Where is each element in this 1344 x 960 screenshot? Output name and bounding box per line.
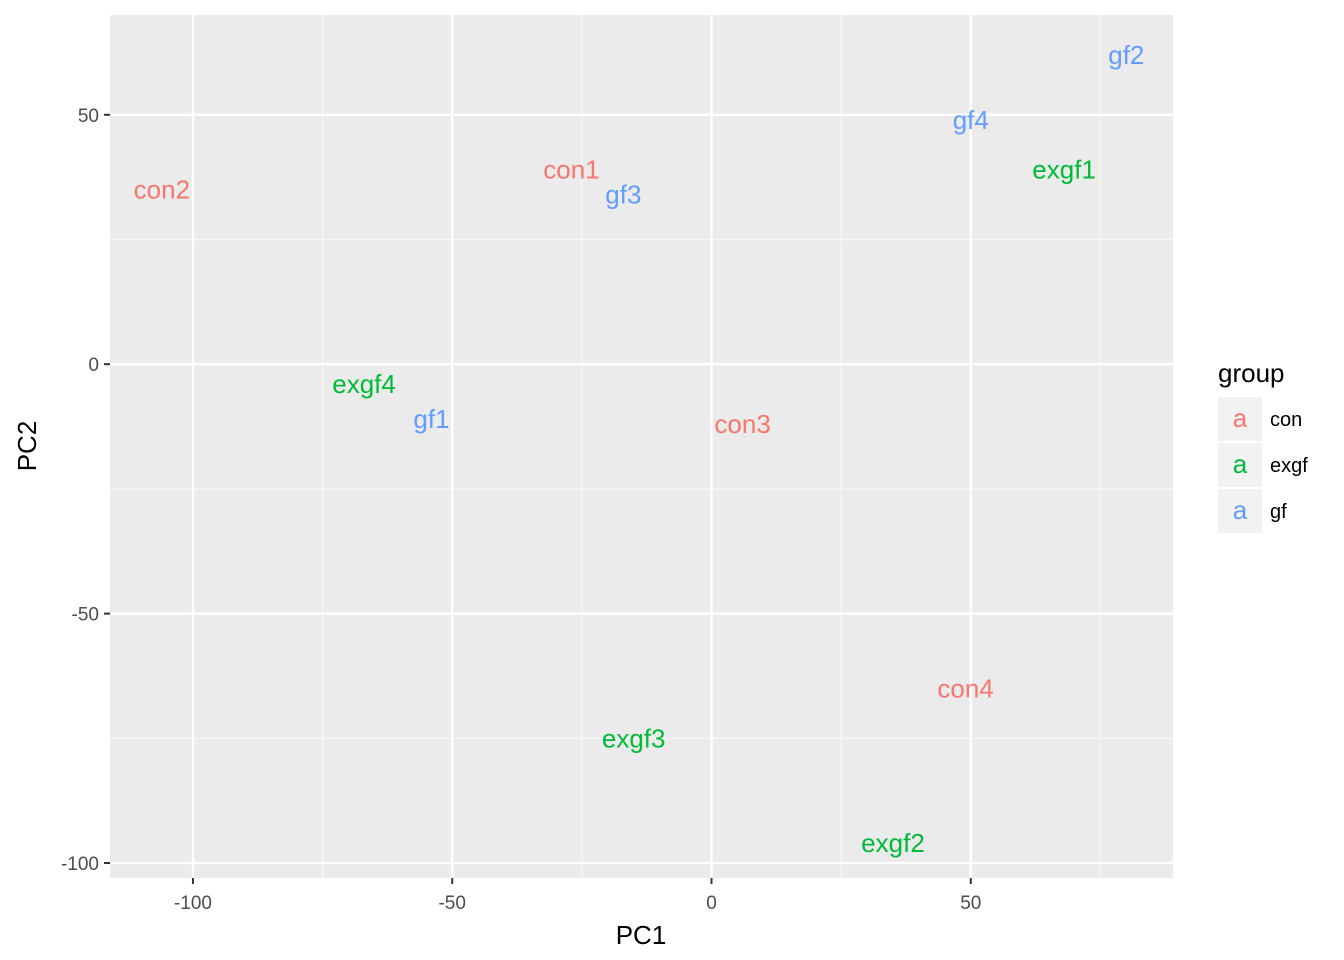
- point-label-gf3: gf3: [605, 180, 641, 210]
- legend-label-gf: gf: [1270, 501, 1287, 523]
- legend-label-exgf: exgf: [1270, 455, 1308, 477]
- grid-major: [110, 15, 1173, 878]
- point-label-exgf1: exgf1: [1032, 155, 1096, 185]
- legend-key-background: [1218, 489, 1262, 533]
- legend-title: group: [1218, 358, 1285, 388]
- y-tick-label: -50: [72, 605, 99, 626]
- point-label-con1: con1: [543, 155, 599, 185]
- x-tick-label: -50: [438, 893, 465, 914]
- y-tick-label: 0: [88, 355, 99, 376]
- point-label-gf2: gf2: [1108, 40, 1144, 70]
- plot-panel: [110, 15, 1173, 878]
- point-label-exgf4: exgf4: [332, 369, 396, 399]
- legend-label-con: con: [1270, 409, 1302, 431]
- grid-minor: [110, 15, 1173, 878]
- point-label-gf1: gf1: [413, 404, 449, 434]
- y-tick-label: 50: [78, 106, 99, 127]
- legend-key-glyph: a: [1233, 495, 1248, 525]
- x-tick-label: 50: [960, 893, 981, 914]
- legend-key-glyph: a: [1233, 449, 1248, 479]
- point-label-con3: con3: [714, 409, 770, 439]
- x-axis-title: PC1: [616, 920, 667, 950]
- axis-ticks: -100 -50 0 50 -100 -50 0 50: [61, 106, 981, 914]
- y-tick-label: -100: [61, 854, 99, 875]
- point-label-exgf3: exgf3: [602, 723, 666, 753]
- point-label-con4: con4: [937, 673, 993, 703]
- point-label-con2: con2: [134, 175, 190, 205]
- legend-key-glyph: a: [1233, 403, 1248, 433]
- point-label-gf4: gf4: [953, 105, 989, 135]
- point-labels: con1 con2 con3 con4 exgf1 exgf2 exgf3 exgf4 gf1 g…: [134, 40, 1145, 858]
- legend-key-background: [1218, 397, 1262, 441]
- x-tick-label: -100: [174, 893, 212, 914]
- point-label-exgf2: exgf2: [861, 828, 925, 858]
- x-tick-label: 0: [706, 893, 717, 914]
- y-axis-title: PC2: [12, 421, 42, 472]
- legend-key-background: [1218, 443, 1262, 487]
